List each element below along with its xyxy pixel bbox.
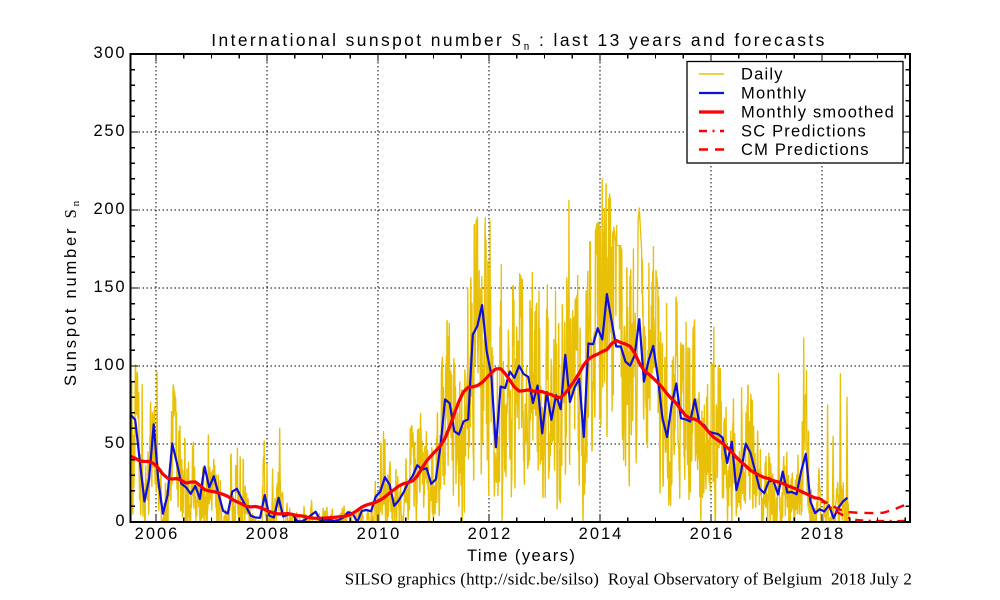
svg-text:300: 300 [93,44,126,62]
svg-text:2014: 2014 [579,525,624,543]
svg-text:2018: 2018 [801,525,846,543]
svg-text:SILSO graphics (http://sidc.be: SILSO graphics (http://sidc.be/silso) Ro… [345,570,912,589]
svg-text:150: 150 [93,278,126,296]
svg-text:100: 100 [93,356,126,374]
svg-text:Sunspot number Sn: Sunspot number Sn [61,198,82,386]
svg-text:0: 0 [115,512,126,530]
svg-text:Daily: Daily [741,66,784,84]
svg-text:2010: 2010 [357,525,402,543]
svg-text:250: 250 [93,122,126,140]
svg-text:SC Predictions: SC Predictions [741,123,867,141]
svg-text:2008: 2008 [246,525,291,543]
svg-text:200: 200 [93,200,126,218]
svg-text:50: 50 [104,434,126,452]
svg-text:Monthly smoothed: Monthly smoothed [741,104,895,122]
svg-text:Monthly: Monthly [741,85,807,103]
svg-text:2006: 2006 [135,525,180,543]
svg-text:2012: 2012 [468,525,513,543]
svg-text:International sunspot number S: International sunspot number Sn : last 1… [211,30,826,53]
svg-text:Time (years): Time (years) [467,547,576,565]
svg-text:CM Predictions: CM Predictions [741,141,870,159]
svg-text:2016: 2016 [690,525,735,543]
